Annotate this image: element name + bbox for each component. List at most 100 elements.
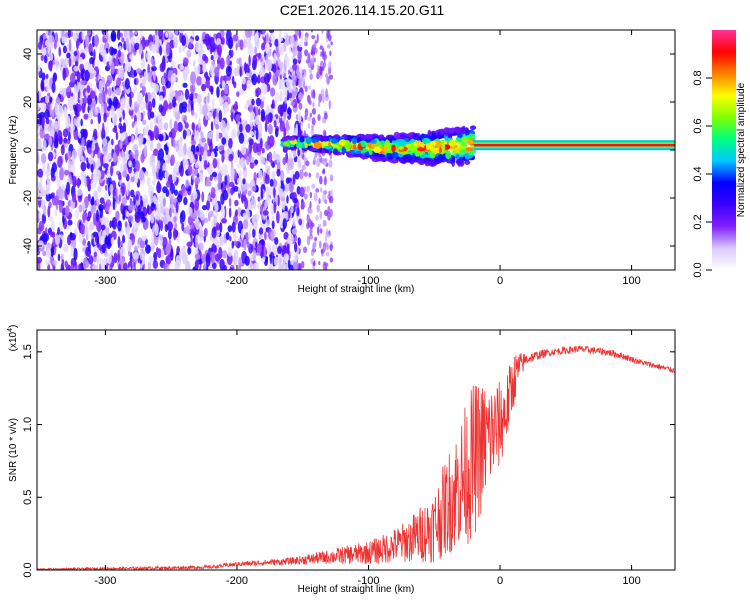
spectrogram-cell xyxy=(89,90,96,100)
spectrogram-cell xyxy=(261,147,265,154)
spectrogram-cell xyxy=(117,220,122,232)
spectrogram-cell xyxy=(75,85,80,93)
spectrogram-cell xyxy=(228,207,232,218)
spectrogram-cell xyxy=(444,127,452,133)
spectrogram-cell xyxy=(264,121,268,133)
spectrogram-cell xyxy=(218,145,225,151)
spectrogram-cell xyxy=(311,117,316,126)
spectrogram-cell xyxy=(162,197,166,207)
spectrogram-cell xyxy=(259,227,264,235)
spectrogram-cell xyxy=(217,172,222,185)
spectrogram-cell xyxy=(131,121,135,128)
spectrogram-cell xyxy=(197,158,203,172)
spectrogram-cell xyxy=(322,242,327,252)
spectrogram-cell xyxy=(298,262,302,270)
spectrogram-cell xyxy=(205,180,212,187)
spectrogram-cell xyxy=(236,207,242,217)
spectrogram-cell xyxy=(368,148,373,156)
spectrogram-cell xyxy=(210,251,216,264)
spectrogram-cell xyxy=(135,36,141,45)
spectrogram-cell xyxy=(54,234,61,246)
spectrogram-cell xyxy=(75,117,81,129)
spectrogram-cell xyxy=(142,194,149,207)
spectrogram-cell xyxy=(198,54,203,65)
spectrogram-cell xyxy=(350,149,355,155)
spectrogram-cell xyxy=(158,195,164,203)
spectrogram-cell xyxy=(122,109,125,121)
spectrogram-cell xyxy=(162,263,168,270)
spectrogram-cell xyxy=(246,155,250,166)
spectrogram-cell xyxy=(214,238,217,246)
spectrogram-cell xyxy=(317,114,321,121)
spectrogram-cell xyxy=(50,192,55,199)
spectrogram-cell xyxy=(235,209,238,217)
spectrogram-cell xyxy=(173,120,179,133)
spectrogram-cell xyxy=(123,30,128,39)
spectrogram-cell xyxy=(179,136,183,143)
spectrogram-cell xyxy=(323,175,327,186)
spectrogram-cell xyxy=(225,30,232,42)
spectrogram-cell xyxy=(356,150,361,154)
spectrogram-cell xyxy=(268,30,275,34)
spectrogram-cell xyxy=(92,246,99,253)
spectrogram-cell xyxy=(108,56,112,67)
spectrogram-cell xyxy=(189,231,193,239)
spectrogram-cell xyxy=(91,141,96,152)
spectrogram-cell xyxy=(263,245,267,258)
spectrogram-cell xyxy=(126,101,130,113)
spectrogram-cell xyxy=(278,38,282,50)
spectrogram-cell xyxy=(319,240,322,249)
spectrogram-cell xyxy=(209,141,213,153)
spectrogram-cell xyxy=(315,214,319,221)
spectrogram-cell xyxy=(185,179,190,189)
spectrogram-cell xyxy=(264,199,269,209)
spectrogram-cell xyxy=(98,235,105,246)
spectrogram-cell xyxy=(110,236,115,246)
spectrogram-cell xyxy=(322,160,327,166)
spectrogram-cell xyxy=(88,156,94,165)
spectrogram-cell xyxy=(249,161,255,169)
spectrogram-cell xyxy=(170,76,174,83)
spectrogram-cell xyxy=(243,218,249,230)
spectrogram-cell xyxy=(151,98,156,109)
spectrogram-cell xyxy=(455,158,464,165)
spectrogram-cell xyxy=(228,197,232,208)
spectrogram-cell xyxy=(225,231,230,241)
spectrogram-cell xyxy=(98,203,104,212)
spectrogram-cell xyxy=(188,41,193,49)
spectrogram-cell xyxy=(300,121,304,131)
spectrogram-cell xyxy=(37,104,40,111)
spectrogram-cell xyxy=(145,244,151,254)
spectrogram-cell xyxy=(313,192,318,202)
spectrogram-cell xyxy=(54,102,59,116)
spectrogram-cell xyxy=(78,132,82,139)
spectrogram-cell xyxy=(63,137,68,144)
spectrogram-cell xyxy=(37,256,42,264)
spectrogram-cell xyxy=(279,73,282,81)
spectrogram-cell xyxy=(287,209,291,219)
colorbar-tick-label: 0.6 xyxy=(692,118,704,133)
spectrogram-cell xyxy=(214,116,219,125)
spectrogram-cell xyxy=(102,101,108,114)
spectrogram-cell xyxy=(163,72,167,80)
spectrogram-cell xyxy=(318,260,321,266)
spectrogram-cell xyxy=(207,92,210,104)
spectrogram-cell xyxy=(69,73,76,84)
spectrogram-cell xyxy=(139,211,145,220)
spectrogram-cell xyxy=(198,49,202,57)
spectrogram-cell xyxy=(191,168,195,181)
spectrogram-cell xyxy=(122,170,128,178)
spectrogram-cell xyxy=(241,77,246,85)
spectrogram-cell xyxy=(328,74,334,80)
spectrogram-cell xyxy=(393,131,401,140)
spectrogram-cell xyxy=(239,123,243,133)
spectrogram-cell xyxy=(157,153,161,162)
spectrogram-cell xyxy=(277,254,283,264)
colorbar-label: Normalized spectral amplitude xyxy=(736,82,747,217)
spectrogram-cell xyxy=(324,50,327,59)
spectrogram-cell xyxy=(132,158,136,169)
spectrogram-cell xyxy=(47,125,51,132)
spectrogram-cell xyxy=(101,243,106,254)
spectrogram-cell xyxy=(444,144,451,150)
spectrogram-cell xyxy=(312,101,315,108)
